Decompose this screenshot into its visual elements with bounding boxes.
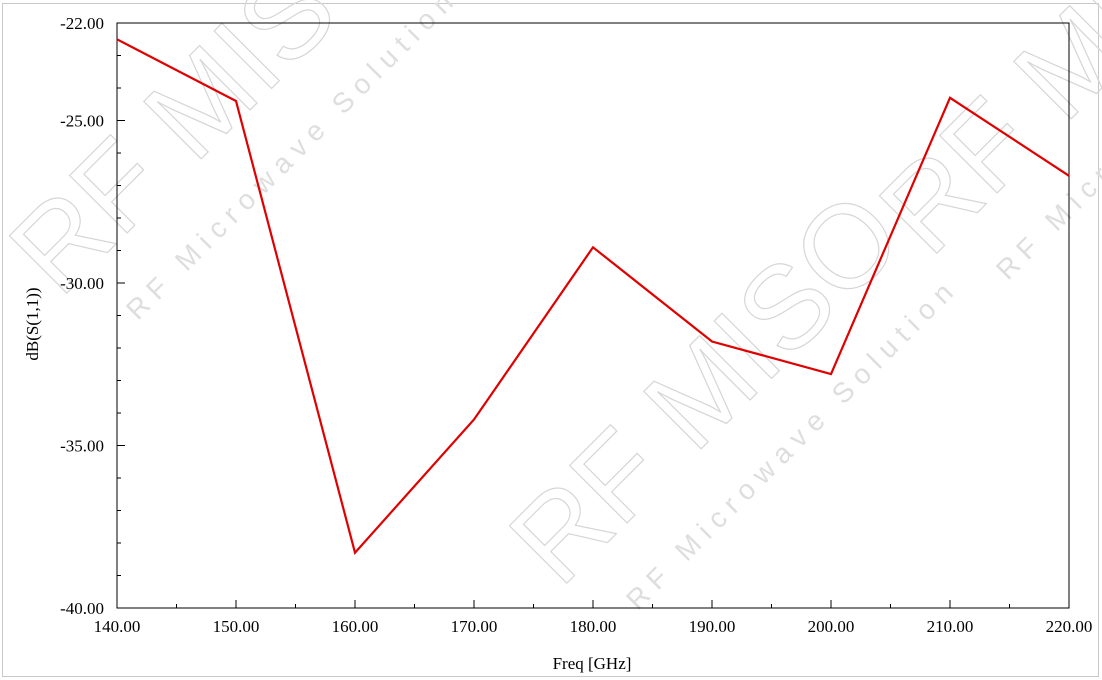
chart-frame (2, 3, 1099, 677)
y-tick-label: -35.00 (60, 437, 104, 456)
x-tick-label: 160.00 (332, 617, 379, 636)
y-tick-label: -30.00 (60, 274, 104, 293)
ticks-group: 140.00 150.00 160.00 170.00 180.00 190.00 200.… (60, 14, 1092, 636)
x-tick-label: 180.00 (570, 617, 617, 636)
x-tick-label: 140.00 (94, 617, 141, 636)
x-tick-label: 200.00 (808, 617, 855, 636)
x-tick-label: 220.00 (1046, 617, 1093, 636)
x-tick-label: 190.00 (689, 617, 736, 636)
x-tick-label: 150.00 (213, 617, 260, 636)
watermark-main-text: RF MISO (0, 0, 426, 318)
y-tick-label: -40.00 (60, 599, 104, 618)
y-axis-title: dB(S(1,1)) (23, 287, 42, 360)
x-tick-label: 210.00 (927, 617, 974, 636)
x-axis-title: Freq [GHz] (553, 654, 632, 673)
x-tick-label: 170.00 (451, 617, 498, 636)
y-tick-label: -25.00 (60, 112, 104, 131)
y-tick-label: -22.00 (60, 14, 104, 33)
series-group (116, 38, 1070, 555)
